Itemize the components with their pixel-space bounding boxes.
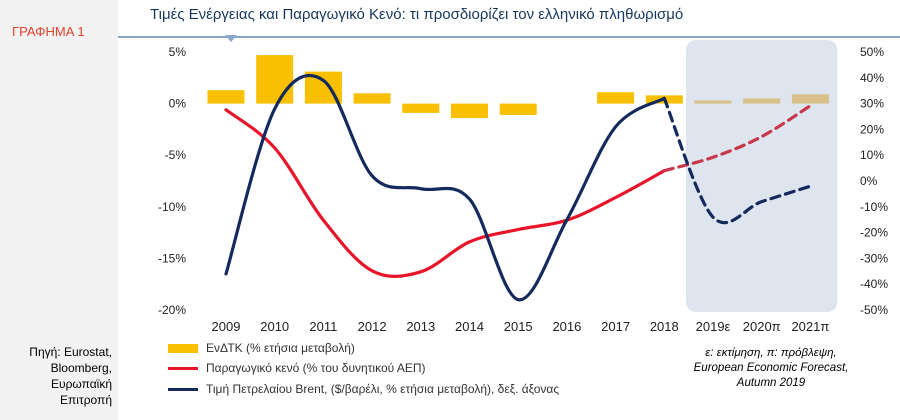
y-left-tick-label: -5% (165, 148, 187, 162)
brent-forecast-line (662, 96, 812, 225)
brent-line (224, 74, 666, 302)
chart-title: Τιμές Ενέργειας και Παραγωγικό Κενό: τι … (150, 6, 684, 23)
source-line: Πηγή: Eurostat, (29, 345, 112, 359)
y-right-tick-label: 30% (860, 97, 884, 111)
bar-cpi (451, 103, 488, 119)
y-left-tick-label: 0% (169, 97, 187, 111)
bar-cpi (353, 93, 391, 104)
bar-cpi (207, 90, 245, 104)
y-right-tick-label: -20% (860, 226, 888, 240)
forecast-region (686, 40, 838, 312)
source-line: Ευρωπαϊκή (51, 377, 112, 391)
legend-swatch-bar (168, 343, 198, 353)
y-right-tick-label: 50% (860, 45, 884, 59)
title-divider (118, 36, 900, 38)
note-line: European Economic Forecast, (693, 362, 849, 374)
y-right-tick-label: -50% (860, 303, 888, 317)
note-line: ε: εκτίμηση, π: πρόβλεψη, (705, 347, 837, 359)
y-left-tick-label: -15% (158, 251, 186, 265)
source-line: Bloomberg, (50, 361, 112, 375)
x-tick-label: 2019ε (696, 319, 731, 334)
x-tick-label: 2016 (552, 319, 581, 334)
x-tick-label: 2012 (358, 319, 387, 334)
output-gap-line (224, 108, 666, 278)
x-tick-label: 2010 (260, 319, 289, 334)
x-tick-label: 2015 (504, 319, 533, 334)
legend-item-cpi: ΕνΔΤΚ (% ετήσια μεταβολή) (168, 340, 355, 356)
x-tick-label: 2013 (406, 319, 435, 334)
bar-cpi (402, 103, 440, 113)
y-right-tick-label: 10% (860, 148, 884, 162)
legend-item-brent: Τιμή Πετρελαίου Brent, ($/βαρέλι, % ετήσ… (168, 381, 559, 397)
x-tick-label: 2018 (650, 319, 679, 334)
y-right-tick-label: 20% (860, 122, 884, 136)
x-tick-label: 2021π (791, 319, 829, 334)
y-left-tick-label: -10% (158, 200, 186, 214)
bar-cpi (256, 55, 294, 104)
source-note: Πηγή: Eurostat, Bloomberg, Ευρωπαϊκή Επι… (0, 344, 112, 408)
y-right-tick-label: 0% (860, 174, 878, 188)
title-notch-marker (225, 35, 237, 42)
legend-swatch-line (168, 387, 198, 391)
y-left-tick-label: -20% (158, 303, 186, 317)
legend-label: Παραγωγικό κενό (% του δυνητικού ΑΕΠ) (206, 361, 426, 375)
y-right-tick-label: -10% (860, 200, 888, 214)
bar-cpi (694, 100, 732, 104)
x-tick-label: 2009 (212, 319, 241, 334)
x-tick-label: 2020π (743, 319, 781, 334)
figure-label: ΓΡΑΦΗΜΑ 1 (12, 24, 85, 39)
y-right-tick-label: -40% (860, 277, 888, 291)
legend-item-output-gap: Παραγωγικό κενό (% του δυνητικού ΑΕΠ) (168, 360, 426, 376)
y-right-tick-label: 40% (860, 71, 884, 85)
legend-swatch-line (168, 366, 198, 370)
x-tick-label: 2011 (309, 319, 337, 334)
source-line: Επιτροπή (60, 393, 112, 407)
bar-cpi (743, 98, 781, 104)
legend-label: Τιμή Πετρελαίου Brent, ($/βαρέλι, % ετήσ… (206, 382, 560, 396)
legend-label: ΕνΔΤΚ (% ετήσια μεταβολή) (206, 341, 355, 355)
y-left-tick-label: 5% (169, 45, 187, 59)
x-tick-label: 2017 (601, 319, 630, 334)
x-tick-label: 2014 (455, 319, 484, 334)
bar-cpi (597, 92, 635, 104)
y-right-tick-label: -30% (860, 251, 888, 265)
bar-cpi (499, 103, 537, 115)
sidebar-panel (0, 0, 118, 420)
note-line: Autumn 2019 (736, 377, 806, 389)
bar-cpi (791, 94, 829, 104)
output-gap-forecast-line (662, 104, 812, 173)
forecast-note: ε: εκτίμηση, π: πρόβλεψη, European Econo… (676, 346, 866, 391)
